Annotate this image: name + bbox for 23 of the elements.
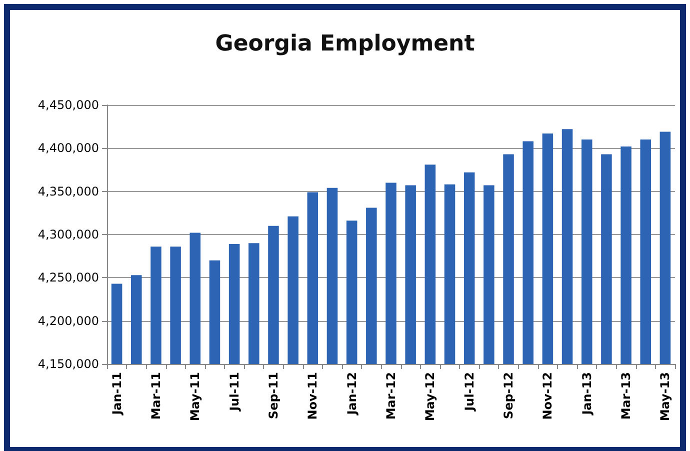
x-tick-label: May-13 (658, 372, 672, 422)
y-tick-label: 4,450,000 (38, 98, 99, 112)
chart-title: Georgia Employment (215, 32, 476, 56)
x-tick-label: Jul-11 (227, 372, 242, 412)
x-tick-label: Jan-12 (344, 372, 359, 416)
x-tick-label: May-11 (188, 372, 202, 422)
x-tick-label: Jul-12 (462, 372, 476, 412)
x-tick-label: Sep-12 (502, 372, 516, 420)
y-tick-label: 4,150,000 (38, 357, 99, 371)
x-tick-label: Mar-13 (619, 372, 634, 420)
x-tick-label: Jan-11 (110, 372, 124, 416)
y-tick-label: 4,350,000 (38, 184, 99, 198)
x-tick-label: Sep-11 (266, 372, 280, 420)
x-tick-label: Nov-12 (540, 372, 555, 420)
x-tick-label: Mar-11 (148, 372, 163, 420)
y-tick-label: 4,400,000 (38, 141, 99, 156)
x-tick-label: Jan-13 (580, 372, 594, 416)
x-tick-label: Nov-11 (306, 372, 320, 420)
y-tick-label: 4,250,000 (38, 270, 99, 285)
y-tick-label: 4,300,000 (38, 228, 99, 242)
y-tick-label: 4,200,000 (38, 314, 99, 328)
x-tick-label: Mar-12 (384, 372, 398, 420)
x-tick-label: May-12 (423, 372, 438, 422)
